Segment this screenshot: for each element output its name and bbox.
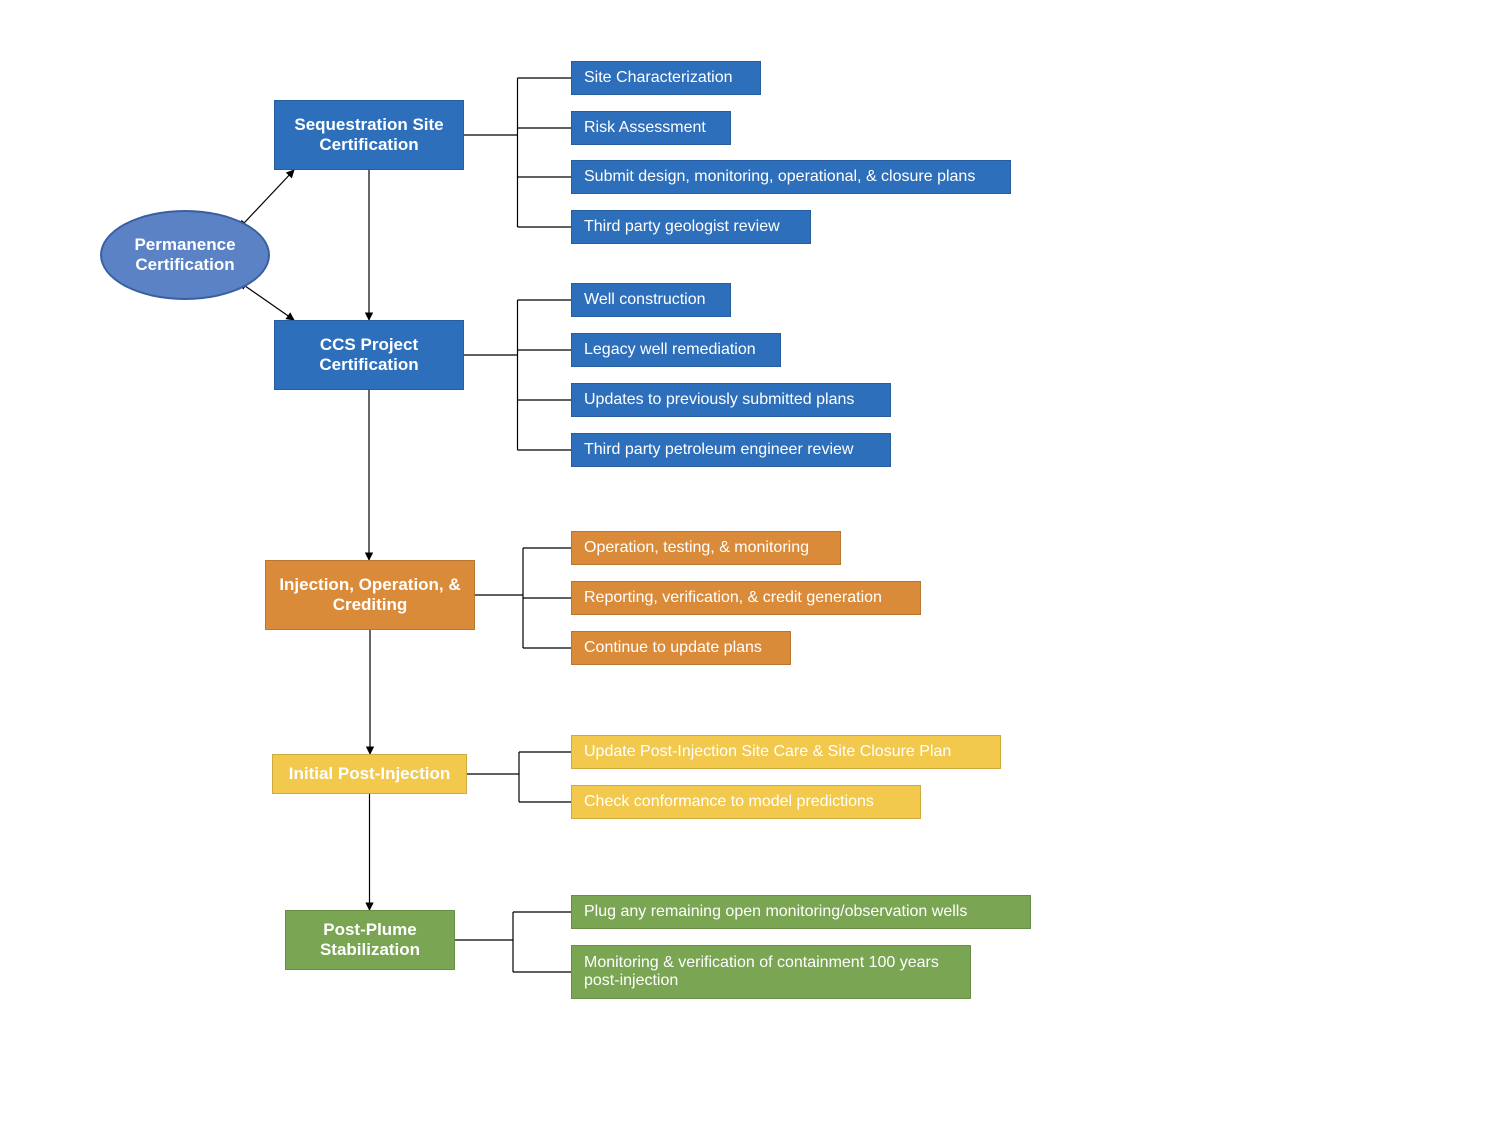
- detail-box-ipi-1: Check conformance to model predictions: [571, 785, 921, 819]
- detail-box-label: Legacy well remediation: [584, 341, 756, 359]
- detail-box-label: Reporting, verification, & credit genera…: [584, 589, 882, 607]
- stage-node-label: Post-Plume Stabilization: [296, 920, 444, 960]
- detail-box-ccs-2: Updates to previously submitted plans: [571, 383, 891, 417]
- detail-box-inj-0: Operation, testing, & monitoring: [571, 531, 841, 565]
- start-node-permanence-certification: Permanence Certification: [100, 210, 270, 300]
- detail-box-inj-2: Continue to update plans: [571, 631, 791, 665]
- detail-box-label: Risk Assessment: [584, 119, 706, 137]
- detail-box-ccs-1: Legacy well remediation: [571, 333, 781, 367]
- stage-node-pps: Post-Plume Stabilization: [285, 910, 455, 970]
- stage-node-inj: Injection, Operation, & Crediting: [265, 560, 475, 630]
- stage-node-label: Injection, Operation, & Crediting: [276, 575, 464, 615]
- detail-box-label: Updates to previously submitted plans: [584, 391, 854, 409]
- detail-box-seq-3: Third party geologist review: [571, 210, 811, 244]
- detail-box-label: Third party geologist review: [584, 218, 780, 236]
- detail-box-pps-1: Monitoring & verification of containment…: [571, 945, 971, 999]
- detail-box-label: Site Characterization: [584, 69, 733, 87]
- detail-box-label: Well construction: [584, 291, 706, 309]
- detail-box-seq-0: Site Characterization: [571, 61, 761, 95]
- stage-node-label: CCS Project Certification: [285, 335, 453, 375]
- detail-box-label: Continue to update plans: [584, 639, 762, 657]
- flowchart-canvas: Permanence Certification Sequestration S…: [0, 0, 1500, 1127]
- detail-box-label: Plug any remaining open monitoring/obser…: [584, 903, 967, 921]
- detail-box-label: Update Post-Injection Site Care & Site C…: [584, 743, 951, 761]
- detail-box-label: Check conformance to model predictions: [584, 793, 874, 811]
- detail-box-seq-1: Risk Assessment: [571, 111, 731, 145]
- stage-node-ccs: CCS Project Certification: [274, 320, 464, 390]
- detail-box-ccs-0: Well construction: [571, 283, 731, 317]
- detail-box-label: Third party petroleum engineer review: [584, 441, 853, 459]
- detail-box-seq-2: Submit design, monitoring, operational, …: [571, 160, 1011, 194]
- stage-node-label: Sequestration Site Certification: [285, 115, 453, 155]
- stage-node-ipi: Initial Post-Injection: [272, 754, 467, 794]
- detail-box-ipi-0: Update Post-Injection Site Care & Site C…: [571, 735, 1001, 769]
- detail-box-pps-0: Plug any remaining open monitoring/obser…: [571, 895, 1031, 929]
- detail-box-inj-1: Reporting, verification, & credit genera…: [571, 581, 921, 615]
- detail-box-label: Submit design, monitoring, operational, …: [584, 168, 975, 186]
- detail-box-label: Operation, testing, & monitoring: [584, 539, 809, 557]
- stage-node-seq: Sequestration Site Certification: [274, 100, 464, 170]
- start-node-label: Permanence Certification: [112, 235, 258, 275]
- stage-node-label: Initial Post-Injection: [289, 764, 451, 784]
- detail-box-ccs-3: Third party petroleum engineer review: [571, 433, 891, 467]
- detail-box-label: Monitoring & verification of containment…: [584, 954, 958, 990]
